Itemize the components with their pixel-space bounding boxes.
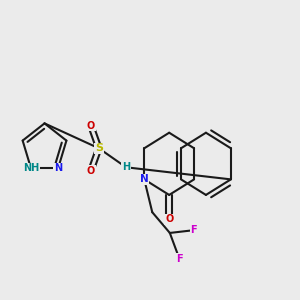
Text: H: H bbox=[122, 162, 130, 172]
Text: F: F bbox=[176, 254, 183, 264]
Text: O: O bbox=[165, 214, 173, 224]
Text: O: O bbox=[87, 166, 95, 176]
Text: N: N bbox=[54, 164, 62, 173]
Text: NH: NH bbox=[23, 164, 39, 173]
Text: S: S bbox=[95, 143, 103, 153]
Text: F: F bbox=[190, 225, 197, 235]
Text: O: O bbox=[87, 121, 95, 131]
Text: N: N bbox=[140, 174, 148, 184]
